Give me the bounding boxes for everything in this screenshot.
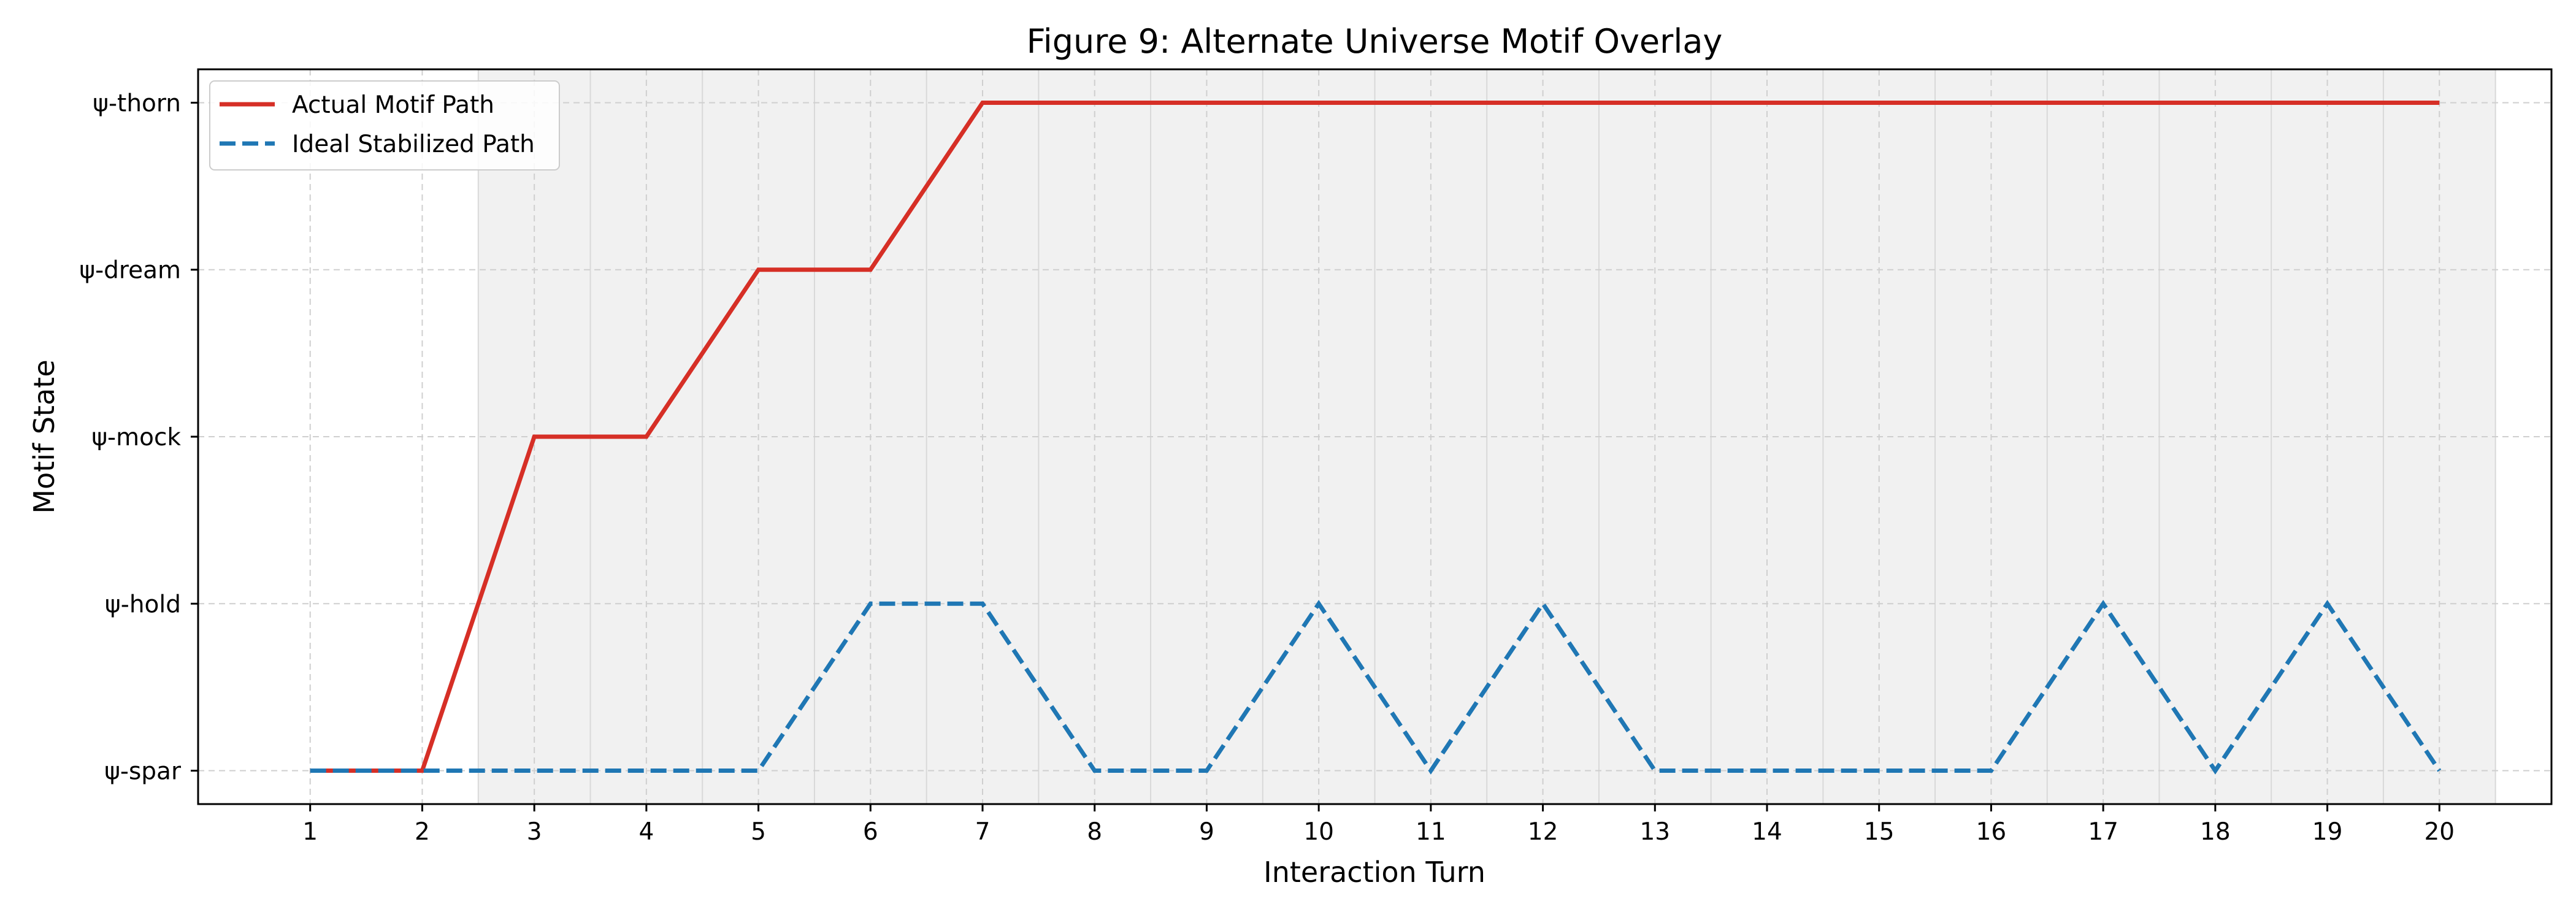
x-tick-label: 8 xyxy=(1087,818,1102,846)
x-tick-label: 20 xyxy=(2424,818,2455,846)
x-tick-label: 6 xyxy=(863,818,878,846)
x-axis-label: Interaction Turn xyxy=(1263,856,1485,889)
x-tick-label: 15 xyxy=(1864,818,1895,846)
legend-label-actual: Actual Motif Path xyxy=(292,91,494,119)
legend-label-ideal: Ideal Stabilized Path xyxy=(292,131,535,158)
x-tick-label: 14 xyxy=(1752,818,1782,846)
legend-box xyxy=(209,80,560,171)
x-tick-label: 3 xyxy=(527,818,542,846)
series-line-ideal xyxy=(310,599,2442,775)
y-tick-label: ψ-thorn xyxy=(93,90,181,117)
x-tick-label: 12 xyxy=(1528,818,1558,846)
x-tick-label: 1 xyxy=(302,818,318,846)
x-tick-label: 9 xyxy=(1199,818,1214,846)
y-axis-label: Motif State xyxy=(28,359,61,513)
y-tick-label: ψ-mock xyxy=(91,424,181,451)
x-tick-label: 18 xyxy=(2200,818,2231,846)
x-tick-label: 4 xyxy=(638,818,654,846)
x-tick-label: 17 xyxy=(2088,818,2118,846)
y-tick-label: ψ-hold xyxy=(105,591,181,618)
chart-title: Figure 9: Alternate Universe Motif Overl… xyxy=(1027,22,1723,61)
x-tick-label: 10 xyxy=(1303,818,1334,846)
x-tick-label: 19 xyxy=(2312,818,2343,846)
x-tick-label: 7 xyxy=(975,818,991,846)
axis-ticks: 1 2 3 4 5 6 7 8 9 10 11 12 13 14 15 16 17 18 19 20ψ-sparψ-h… xyxy=(79,90,2455,846)
x-tick-label: 2 xyxy=(415,818,430,846)
legend: Actual Motif Path Ideal Stabilized Path xyxy=(209,80,560,171)
y-tick-label: ψ-spar xyxy=(104,758,182,786)
x-tick-label: 5 xyxy=(751,818,766,846)
x-tick-label: 11 xyxy=(1416,818,1446,846)
y-tick-label: ψ-dream xyxy=(79,257,181,285)
series-line-actual xyxy=(310,100,2440,773)
series-lines xyxy=(310,100,2442,775)
x-tick-label: 16 xyxy=(1976,818,2007,846)
x-tick-label: 13 xyxy=(1639,818,1670,846)
